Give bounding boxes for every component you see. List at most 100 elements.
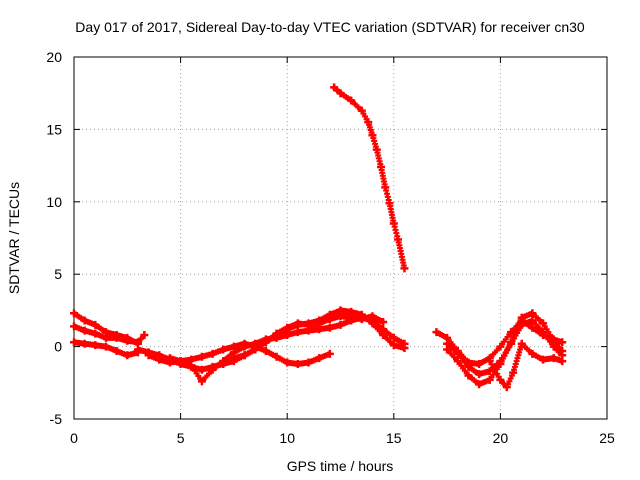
- data-point: [389, 219, 398, 228]
- data-point: [389, 341, 398, 350]
- data-point: [240, 351, 249, 360]
- data-point: [91, 341, 100, 350]
- data-point: [400, 264, 409, 273]
- data-point: [475, 370, 484, 379]
- data-point: [133, 338, 142, 347]
- grid: [74, 57, 607, 419]
- data-point: [381, 183, 390, 192]
- data-point: [112, 346, 121, 355]
- data-point: [325, 349, 334, 358]
- series-trace: [331, 84, 408, 272]
- data-point: [101, 342, 110, 351]
- data-point: [80, 316, 89, 325]
- data-point: [283, 358, 292, 367]
- ticks: 0 5 10 15 20 25 -5 0 5 10 15 20: [46, 49, 615, 446]
- data-point: [315, 354, 324, 363]
- y-axis-label: SDTVAR / TECUs: [6, 182, 22, 294]
- data-point: [293, 328, 302, 337]
- x-tick-label: 15: [386, 430, 402, 446]
- data-point: [140, 331, 149, 340]
- y-tick-label: -5: [50, 411, 63, 427]
- data-point: [70, 338, 78, 347]
- data-point: [261, 338, 270, 347]
- data-point: [70, 309, 78, 318]
- data-point: [517, 339, 526, 348]
- data-point: [208, 349, 217, 358]
- data-point: [558, 346, 567, 355]
- data-point: [208, 365, 217, 374]
- series-trace: [145, 314, 408, 385]
- data-point: [283, 331, 292, 340]
- data-point: [394, 235, 403, 244]
- series-track-l: [485, 339, 567, 392]
- data-point: [315, 319, 324, 328]
- data-point: [187, 355, 196, 364]
- data-point: [443, 345, 452, 354]
- data-point: [464, 371, 473, 380]
- data-point: [364, 118, 373, 127]
- y-tick-label: 15: [46, 121, 62, 137]
- data-point: [336, 89, 345, 98]
- data-point: [304, 320, 313, 329]
- data-point: [144, 351, 153, 360]
- data-point: [70, 322, 78, 331]
- data-point: [485, 357, 494, 366]
- data-point: [496, 342, 505, 351]
- series-track-b: [70, 322, 149, 347]
- data-point: [496, 375, 505, 384]
- y-tick-label: 0: [54, 339, 62, 355]
- data-point: [372, 145, 381, 154]
- data-point: [528, 309, 537, 318]
- series-track-c: [70, 338, 142, 360]
- data-point: [528, 323, 537, 332]
- data-point: [80, 339, 89, 348]
- data-point: [368, 131, 377, 140]
- data-point: [112, 333, 121, 342]
- data-point: [528, 349, 537, 358]
- series-track-f: [165, 339, 334, 368]
- data-point: [155, 355, 164, 364]
- data-point: [336, 312, 345, 321]
- data-point: [400, 339, 409, 348]
- data-point: [347, 96, 356, 105]
- x-axis-label: GPS time / hours: [287, 458, 394, 474]
- data-point: [123, 336, 132, 345]
- data-point: [389, 333, 398, 342]
- data-point: [475, 380, 484, 389]
- data-point: [379, 325, 388, 334]
- data-point: [485, 375, 494, 384]
- data-point: [251, 345, 260, 354]
- data-point: [293, 359, 302, 368]
- data-point: [528, 316, 537, 325]
- data-point: [549, 354, 558, 363]
- data-point: [558, 357, 567, 366]
- data-point: [272, 352, 281, 361]
- x-tick-label: 5: [177, 430, 185, 446]
- data-point: [80, 326, 89, 335]
- data-point: [539, 319, 548, 328]
- data-point: [197, 377, 206, 386]
- x-tick-label: 20: [493, 430, 509, 446]
- data-points: [70, 83, 567, 392]
- data-point: [509, 368, 518, 377]
- data-point: [101, 333, 110, 342]
- data-point: [558, 338, 567, 347]
- data-point: [325, 323, 334, 332]
- data-point: [379, 317, 388, 326]
- data-point: [261, 346, 270, 355]
- x-tick-label: 10: [279, 430, 295, 446]
- data-point: [475, 359, 484, 368]
- data-point: [272, 329, 281, 338]
- data-point: [496, 359, 505, 368]
- data-point: [347, 313, 356, 322]
- chart-title: Day 017 of 2017, Sidereal Day-to-day VTE…: [75, 19, 585, 35]
- data-point: [229, 354, 238, 363]
- data-point: [176, 357, 185, 366]
- data-point: [197, 365, 206, 374]
- data-point: [165, 354, 174, 363]
- data-point: [133, 345, 142, 354]
- data-point: [219, 345, 228, 354]
- series-track-h: [330, 83, 409, 273]
- series-track-g: [229, 312, 388, 363]
